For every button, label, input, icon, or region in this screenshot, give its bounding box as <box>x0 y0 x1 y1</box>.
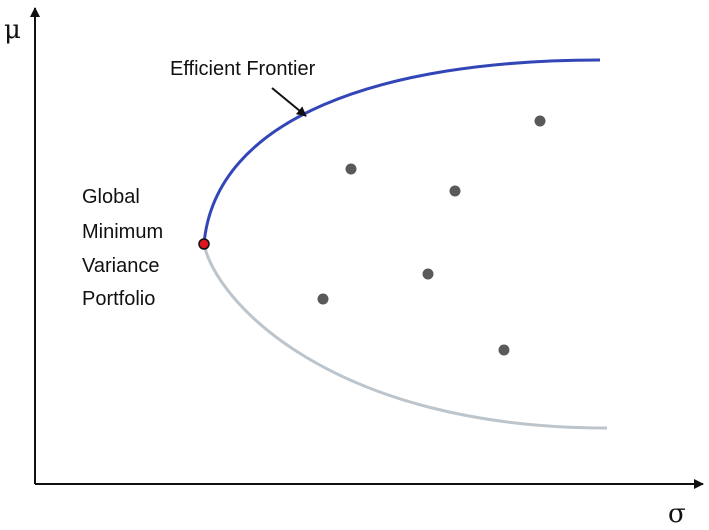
gmv-label-line-3: Variance <box>82 255 159 277</box>
x-axis-symbol: σ <box>668 499 686 529</box>
asset-point <box>345 163 357 175</box>
efficient-frontier-curve <box>202 58 601 245</box>
asset-point <box>534 115 546 127</box>
y-axis-symbol: μ <box>4 15 21 45</box>
asset-point <box>422 268 434 280</box>
asset-point <box>449 185 461 197</box>
gmv-label-line-2: Minimum <box>82 221 163 243</box>
frontier-pointer-arrow <box>271 87 307 117</box>
asset-point <box>317 293 329 305</box>
gmv-label-line-1: Global <box>82 186 140 208</box>
inefficient-branch-curve <box>202 243 608 430</box>
global-minimum-variance-point <box>198 238 210 250</box>
gmv-label-line-4: Portfolio <box>82 288 155 310</box>
efficient-frontier-label: Efficient Frontier <box>170 58 316 80</box>
asset-point <box>498 344 510 356</box>
asset-points <box>317 115 546 356</box>
